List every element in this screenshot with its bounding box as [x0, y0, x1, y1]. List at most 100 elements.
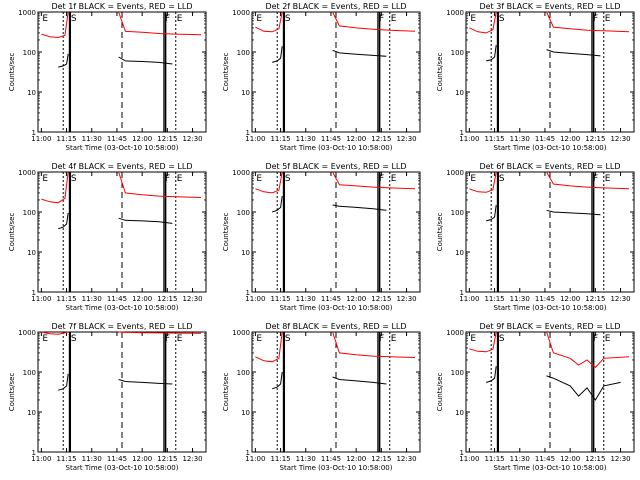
x-tick-label: 12:15	[157, 135, 177, 143]
series-line	[118, 11, 202, 36]
y-tick-label: 10	[27, 89, 36, 97]
x-tick-label: 11:30	[296, 135, 316, 143]
panel-title: Det 6f BLACK = Events, RED = LLD	[479, 162, 620, 171]
x-tick-label: 12:00	[346, 455, 366, 463]
x-tick-label: 11:30	[296, 455, 316, 463]
marker-label: F	[379, 14, 384, 24]
y-tick-label: 100	[23, 369, 36, 377]
x-tick-label: 11:30	[82, 135, 102, 143]
x-tick-label: 12:15	[371, 455, 391, 463]
series-line	[41, 331, 69, 335]
x-axis-label: Start Time (03-Oct-10 10:58:00)	[280, 304, 393, 312]
x-tick-label: 11:15	[484, 295, 504, 303]
x-axis-label: Start Time (03-Oct-10 10:58:00)	[494, 144, 607, 152]
series-line	[469, 331, 497, 353]
y-tick-label: 1	[246, 129, 250, 137]
x-tick-label: 12:15	[585, 295, 605, 303]
marker-label: S	[71, 174, 77, 184]
y-tick-label: 1000	[18, 329, 36, 337]
y-tick-label: 10	[27, 249, 36, 257]
x-tick-label: 11:45	[107, 135, 127, 143]
marker-label: F	[593, 334, 598, 344]
series-line	[332, 331, 416, 358]
y-tick-label: 1000	[18, 169, 36, 177]
x-tick-label: 11:15	[484, 455, 504, 463]
y-tick-label: 10	[241, 249, 250, 257]
y-tick-label: 1000	[232, 329, 250, 337]
x-tick-label: 12:30	[182, 455, 202, 463]
x-tick-label: 12:30	[396, 295, 416, 303]
x-tick-label: 11:45	[535, 455, 555, 463]
y-tick-label: 100	[451, 209, 464, 217]
marker-label: F	[379, 174, 384, 184]
x-tick-label: 12:30	[610, 135, 630, 143]
panel-title: Det 9f BLACK = Events, RED = LLD	[479, 322, 620, 331]
detector-panel-2: Det 2f BLACK = Events, RED = LLD 1 10 100 10…	[222, 2, 421, 152]
y-tick-label: 100	[237, 209, 250, 217]
x-tick-label: 11:45	[535, 295, 555, 303]
x-tick-label: 11:30	[82, 295, 102, 303]
y-tick-label: 1000	[446, 169, 464, 177]
marker-label: E	[256, 174, 262, 184]
series-line	[255, 331, 283, 363]
x-tick-label: 11:15	[270, 455, 290, 463]
x-tick-label: 11:15	[56, 135, 76, 143]
x-tick-label: 12:00	[560, 455, 580, 463]
x-axis-label: Start Time (03-Oct-10 10:58:00)	[66, 304, 179, 312]
x-tick-label: 12:15	[371, 135, 391, 143]
x-tick-label: 12:00	[132, 455, 152, 463]
x-tick-label: 12:15	[157, 295, 177, 303]
y-tick-label: 1	[32, 289, 36, 297]
x-tick-label: 12:00	[132, 295, 152, 303]
y-tick-label: 1000	[446, 329, 464, 337]
marker-label: E	[42, 14, 48, 24]
series-line	[486, 366, 497, 383]
marker-label: E	[256, 334, 262, 344]
x-axis-label: Start Time (03-Oct-10 10:58:00)	[280, 464, 393, 472]
x-tick-label: 12:00	[132, 135, 152, 143]
x-tick-label: 12:00	[346, 295, 366, 303]
x-tick-label: 11:00	[459, 295, 479, 303]
detector-panel-4: Det 4f BLACK = Events, RED = LLD 1 10 100 10…	[8, 162, 207, 312]
marker-label: E	[470, 334, 476, 344]
detector-panel-5: Det 5f BLACK = Events, RED = LLD 1 10 100 10…	[222, 162, 421, 312]
y-tick-label: 10	[241, 409, 250, 417]
marker-label: E	[42, 174, 48, 184]
marker-label: S	[499, 174, 505, 184]
panel-title: Det 1f BLACK = Events, RED = LLD	[51, 2, 192, 11]
x-tick-label: 11:00	[31, 455, 51, 463]
series-line	[118, 379, 173, 385]
series-line	[546, 11, 630, 33]
panel-title: Det 8f BLACK = Events, RED = LLD	[265, 322, 406, 331]
series-line	[546, 171, 630, 190]
marker-label: S	[285, 174, 291, 184]
x-tick-label: 12:00	[560, 295, 580, 303]
x-tick-label: 11:15	[484, 135, 504, 143]
y-tick-label: 100	[237, 49, 250, 57]
marker-label: E	[42, 334, 48, 344]
x-tick-label: 12:30	[182, 135, 202, 143]
y-tick-label: 1000	[446, 9, 464, 17]
y-axis-label: Counts/sec	[8, 213, 16, 252]
series-line	[118, 331, 202, 334]
x-tick-label: 11:30	[82, 455, 102, 463]
series-line	[58, 53, 69, 68]
marker-label: E	[391, 14, 397, 24]
x-tick-label: 12:15	[585, 455, 605, 463]
panel-title: Det 7f BLACK = Events, RED = LLD	[51, 322, 192, 331]
series-line	[546, 331, 630, 369]
series-line	[486, 204, 497, 222]
panel-title: Det 2f BLACK = Events, RED = LLD	[265, 2, 406, 11]
series-line	[272, 371, 283, 390]
marker-label: E	[470, 14, 476, 24]
x-tick-label: 11:30	[296, 295, 316, 303]
marker-label: E	[605, 174, 611, 184]
panel-title: Det 3f BLACK = Events, RED = LLD	[479, 2, 620, 11]
y-tick-label: 1	[32, 129, 36, 137]
y-tick-label: 1	[246, 449, 250, 457]
marker-label: S	[499, 14, 505, 24]
marker-label: E	[391, 174, 397, 184]
series-line	[118, 217, 173, 224]
x-tick-label: 11:45	[321, 135, 341, 143]
